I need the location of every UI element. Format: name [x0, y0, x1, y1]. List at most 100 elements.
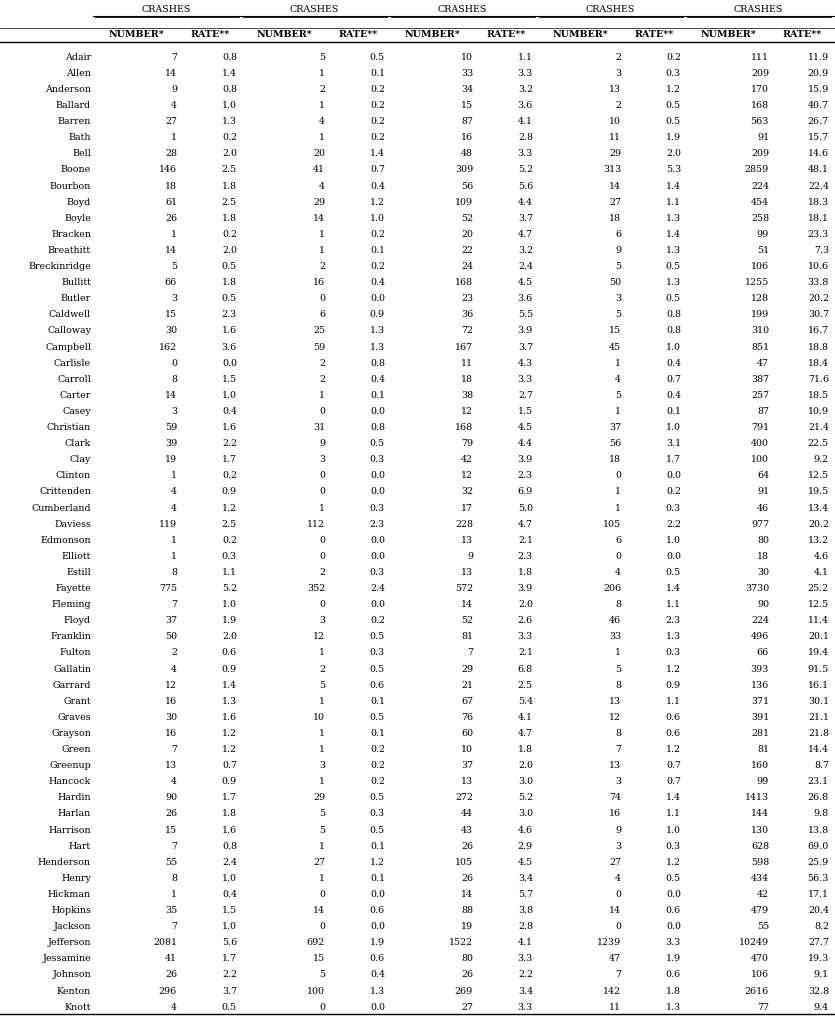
Text: 1: 1: [615, 358, 621, 368]
Text: 0.8: 0.8: [666, 327, 681, 336]
Text: 1.4: 1.4: [666, 230, 681, 239]
Text: 1.2: 1.2: [666, 85, 681, 94]
Text: 88: 88: [461, 906, 473, 915]
Text: 15: 15: [164, 826, 177, 834]
Text: 2.4: 2.4: [222, 858, 237, 867]
Text: 10: 10: [313, 713, 325, 722]
Text: 3: 3: [171, 294, 177, 303]
Text: 0: 0: [615, 551, 621, 561]
Text: 3.6: 3.6: [518, 101, 533, 110]
Text: 269: 269: [455, 986, 473, 995]
Text: 352: 352: [306, 584, 325, 593]
Text: 12: 12: [165, 681, 177, 689]
Text: 14: 14: [165, 391, 177, 400]
Text: 76: 76: [461, 713, 473, 722]
Text: 4.7: 4.7: [518, 729, 533, 738]
Text: 0.4: 0.4: [222, 890, 237, 898]
Text: 21: 21: [461, 681, 473, 689]
Text: 7: 7: [171, 600, 177, 610]
Text: 71.6: 71.6: [808, 375, 829, 384]
Text: 15: 15: [609, 327, 621, 336]
Text: 0.0: 0.0: [666, 922, 681, 931]
Text: 13: 13: [609, 761, 621, 770]
Text: 7: 7: [467, 648, 473, 658]
Text: 51: 51: [757, 246, 769, 255]
Text: 3.4: 3.4: [518, 874, 533, 883]
Text: 100: 100: [751, 455, 769, 465]
Text: RATE**: RATE**: [190, 31, 230, 40]
Text: 3.6: 3.6: [518, 294, 533, 303]
Text: 0.7: 0.7: [666, 375, 681, 384]
Text: 0.2: 0.2: [370, 745, 385, 755]
Text: 56: 56: [461, 182, 473, 191]
Text: 479: 479: [751, 906, 769, 915]
Text: 1.0: 1.0: [222, 874, 237, 883]
Text: 0.3: 0.3: [665, 68, 681, 78]
Text: 69.0: 69.0: [807, 841, 829, 850]
Text: 0.3: 0.3: [665, 648, 681, 658]
Text: 13.8: 13.8: [808, 826, 829, 834]
Text: 64: 64: [757, 472, 769, 480]
Text: 692: 692: [306, 938, 325, 947]
Text: 3730: 3730: [745, 584, 769, 593]
Text: 91: 91: [757, 134, 769, 142]
Text: 47: 47: [609, 955, 621, 964]
Text: 168: 168: [455, 423, 473, 432]
Text: 1.1: 1.1: [222, 568, 237, 577]
Text: 1: 1: [319, 503, 325, 513]
Text: Fayette: Fayette: [55, 584, 91, 593]
Text: NUMBER*: NUMBER*: [701, 31, 757, 40]
Text: 12: 12: [313, 632, 325, 641]
Text: 74: 74: [609, 793, 621, 803]
Text: 13: 13: [461, 536, 473, 545]
Text: 4.5: 4.5: [518, 423, 533, 432]
Text: 10: 10: [461, 53, 473, 61]
Text: 4.5: 4.5: [518, 278, 533, 287]
Text: 99: 99: [757, 230, 769, 239]
Text: 3.7: 3.7: [518, 342, 533, 351]
Text: 3.3: 3.3: [518, 632, 533, 641]
Text: 0.8: 0.8: [370, 358, 385, 368]
Text: 33: 33: [461, 68, 473, 78]
Text: 0.1: 0.1: [370, 391, 385, 400]
Text: 22: 22: [461, 246, 473, 255]
Text: 393: 393: [751, 665, 769, 674]
Text: 18: 18: [757, 551, 769, 561]
Text: 16: 16: [313, 278, 325, 287]
Text: 19.3: 19.3: [807, 955, 829, 964]
Text: Boone: Boone: [61, 165, 91, 175]
Text: Allen: Allen: [66, 68, 91, 78]
Text: 11: 11: [461, 358, 473, 368]
Text: 0.3: 0.3: [222, 551, 237, 561]
Text: 258: 258: [751, 213, 769, 223]
Text: 0: 0: [615, 472, 621, 480]
Text: 2.1: 2.1: [518, 648, 533, 658]
Text: 66: 66: [757, 648, 769, 658]
Text: 791: 791: [751, 423, 769, 432]
Text: 2.8: 2.8: [518, 134, 533, 142]
Text: Harrison: Harrison: [48, 826, 91, 834]
Text: 81: 81: [757, 745, 769, 755]
Text: 1.8: 1.8: [518, 745, 533, 755]
Text: 2.0: 2.0: [518, 761, 533, 770]
Text: 26: 26: [461, 841, 473, 850]
Text: 0: 0: [319, 294, 325, 303]
Text: 2.0: 2.0: [518, 600, 533, 610]
Text: Grayson: Grayson: [51, 729, 91, 738]
Text: 14: 14: [609, 182, 621, 191]
Text: 9.8: 9.8: [814, 810, 829, 819]
Text: 2.0: 2.0: [222, 632, 237, 641]
Text: 0.2: 0.2: [222, 472, 237, 480]
Text: 19: 19: [461, 922, 473, 931]
Text: 0.2: 0.2: [370, 101, 385, 110]
Text: 99: 99: [757, 777, 769, 786]
Text: 30: 30: [164, 713, 177, 722]
Text: Henry: Henry: [61, 874, 91, 883]
Text: 1: 1: [319, 729, 325, 738]
Text: 26.8: 26.8: [808, 793, 829, 803]
Text: 3.3: 3.3: [518, 375, 533, 384]
Text: Estill: Estill: [66, 568, 91, 577]
Text: 27.7: 27.7: [808, 938, 829, 947]
Text: 1.3: 1.3: [370, 986, 385, 995]
Text: 14: 14: [165, 246, 177, 255]
